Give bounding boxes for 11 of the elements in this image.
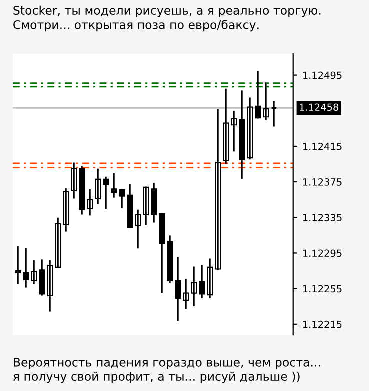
chart-title: Stocker, ты модели рисуешь, а я реально торгую. Смотри... открытая поза по евро/баксу.	[14, 6, 321, 32]
y-tick-label: 1.12215	[303, 320, 342, 328]
text: Вероятность падения гораздо выше, чем роста... я получу свой профит, а ты... рисуй дальше ))	[14, 358, 320, 384]
ref-line-label: 1.12458	[300, 104, 339, 112]
y-tick-label: 1.12375	[303, 178, 342, 186]
y-tick-label: 1.12295	[303, 250, 342, 258]
y-tick-label: 1.12495	[303, 72, 342, 80]
candlestick	[270, 101, 278, 127]
y-tick-label: 1.12415	[303, 142, 342, 150]
y-tick-label: 1.12335	[303, 214, 342, 222]
y-tick-label: 1.12255	[303, 285, 342, 293]
